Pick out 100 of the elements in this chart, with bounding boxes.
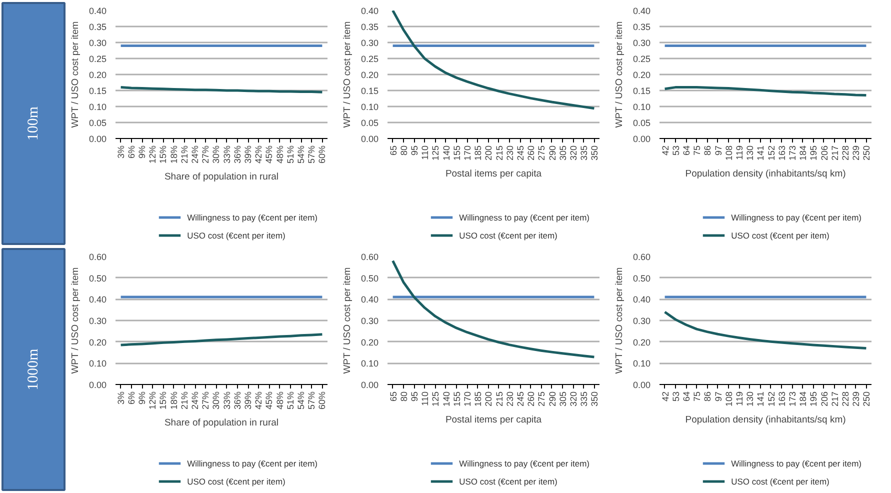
line-series bbox=[664, 310, 868, 350]
x-tick-label: 27% bbox=[200, 392, 211, 410]
x-tick-label: 53 bbox=[670, 391, 681, 402]
x-axis-title: Population density (inhabitants/sq km) bbox=[685, 414, 846, 426]
x-tick-label: 110 bbox=[420, 145, 430, 160]
y-tick-label: 0.25 bbox=[632, 54, 651, 64]
x-axis-title: Postal items per capita bbox=[445, 168, 542, 180]
y-tick-label: 0.20 bbox=[88, 70, 107, 80]
legend-label: USO cost (€cent per item) bbox=[187, 230, 286, 240]
x-tick-label: 152 bbox=[766, 391, 776, 407]
y-axis-title: WPT / USO cost per item bbox=[614, 267, 625, 374]
x-tick-label: 51% bbox=[285, 392, 296, 410]
x-tick-label: 36% bbox=[232, 392, 242, 410]
x-tick-label: 290 bbox=[547, 391, 558, 407]
x-tick-label: 206 bbox=[819, 391, 830, 407]
y-tick-label: 0.35 bbox=[88, 22, 107, 32]
text: 1000m bbox=[26, 348, 42, 390]
x-tick-label: 170 bbox=[462, 145, 472, 161]
x-tick-label: 65 bbox=[388, 391, 398, 402]
x-tick-label: 185 bbox=[473, 145, 484, 161]
x-tick-label: 155 bbox=[452, 145, 462, 161]
x-tick-label: 6% bbox=[126, 145, 136, 159]
x-tick-label: 125 bbox=[430, 391, 441, 407]
y-tick-label: 0.00 bbox=[632, 134, 651, 144]
line-series bbox=[392, 260, 596, 358]
x-tick-label: 215 bbox=[494, 145, 504, 161]
y-axis-title: WPT / USO cost per item bbox=[70, 267, 81, 374]
y-tick-label: 0.50 bbox=[88, 273, 107, 284]
x-tick-label: 290 bbox=[547, 145, 558, 161]
y-tick-label: 0.00 bbox=[88, 134, 107, 144]
y-tick-label: 0.30 bbox=[88, 38, 107, 48]
x-tick-label: 119 bbox=[734, 145, 744, 160]
x-tick-label: 195 bbox=[808, 391, 819, 407]
x-tick-label: 200 bbox=[484, 391, 494, 407]
x-tick-label: 195 bbox=[808, 145, 819, 161]
x-tick-label: 54% bbox=[296, 392, 306, 410]
y-tick-label: 0.40 bbox=[88, 294, 107, 305]
x-tick-label: 51% bbox=[285, 146, 296, 164]
y-tick-label: 0.40 bbox=[360, 294, 379, 305]
x-tick-label: 320 bbox=[568, 391, 578, 407]
line-series bbox=[120, 333, 324, 346]
y-tick-label: 0.10 bbox=[360, 358, 379, 369]
y-tick-label: 0.30 bbox=[632, 316, 651, 326]
y-tick-label: 0.35 bbox=[360, 22, 379, 32]
y-tick-label: 0.30 bbox=[360, 38, 379, 48]
x-tick-label: 230 bbox=[504, 145, 515, 161]
x-tick-label: 130 bbox=[745, 145, 756, 161]
line-series bbox=[392, 10, 596, 110]
x-tick-label: 64 bbox=[682, 391, 692, 402]
x-tick-label: 125 bbox=[430, 145, 441, 161]
x-tick-label: 30% bbox=[211, 146, 222, 164]
legend-label: Willingness to pay (€cent per item) bbox=[731, 458, 862, 468]
legend-label: Willingness to pay (€cent per item) bbox=[459, 458, 590, 468]
x-tick-label: 42 bbox=[660, 145, 670, 156]
x-tick-label: 185 bbox=[473, 391, 484, 407]
x-axis-title: Population density (inhabitants/sq km) bbox=[685, 168, 846, 180]
x-tick-label: 27% bbox=[200, 146, 211, 164]
text: 100m bbox=[26, 106, 42, 141]
x-tick-label: 228 bbox=[840, 145, 850, 161]
x-tick-label: 200 bbox=[484, 145, 494, 161]
x-tick-label: 141 bbox=[756, 391, 766, 407]
x-tick-label: 75 bbox=[692, 145, 702, 156]
x-tick-label: 335 bbox=[579, 391, 590, 407]
x-tick-label: 239 bbox=[851, 145, 862, 161]
y-tick-label: 0.00 bbox=[632, 380, 651, 390]
y-axis-title: WPT / USO cost per item bbox=[342, 21, 353, 128]
x-tick-label: 260 bbox=[526, 145, 536, 161]
y-tick-label: 0.10 bbox=[632, 102, 651, 112]
x-tick-label: 119 bbox=[734, 391, 744, 406]
line-series bbox=[664, 86, 868, 97]
x-tick-label: 33% bbox=[222, 392, 232, 410]
x-tick-label: 45% bbox=[264, 392, 274, 410]
y-tick-label: 0.30 bbox=[88, 316, 107, 326]
y-tick-label: 0.10 bbox=[360, 102, 379, 112]
x-tick-label: 39% bbox=[243, 146, 253, 164]
x-tick-label: 155 bbox=[452, 391, 462, 407]
x-tick-label: 184 bbox=[798, 145, 808, 161]
y-axis-title: WPT / USO cost per item bbox=[342, 267, 353, 374]
x-tick-label: 18% bbox=[168, 146, 179, 164]
x-tick-label: 60% bbox=[317, 146, 328, 164]
x-tick-label: 250 bbox=[862, 145, 872, 161]
y-tick-label: 0.05 bbox=[632, 118, 651, 128]
x-tick-label: 110 bbox=[420, 391, 430, 406]
x-tick-label: 64 bbox=[682, 145, 692, 156]
y-tick-label: 0.40 bbox=[360, 6, 379, 16]
x-tick-label: 108 bbox=[724, 145, 734, 161]
x-tick-label: 33% bbox=[222, 146, 232, 164]
x-tick-label: 75 bbox=[692, 391, 702, 402]
y-tick-label: 0.10 bbox=[88, 358, 107, 369]
x-tick-label: 275 bbox=[536, 391, 547, 407]
x-tick-label: 24% bbox=[190, 392, 200, 410]
y-tick-label: 0.05 bbox=[88, 118, 107, 128]
x-tick-label: 163 bbox=[776, 391, 787, 407]
x-tick-label: 95 bbox=[410, 391, 420, 402]
legend-label: Willingness to pay (€cent per item) bbox=[731, 212, 862, 222]
x-tick-label: 6% bbox=[126, 391, 136, 405]
legend-label: USO cost (€cent per item) bbox=[731, 230, 830, 240]
legend-label: USO cost (€cent per item) bbox=[187, 476, 286, 486]
y-tick-label: 0.10 bbox=[88, 102, 107, 112]
x-tick-label: 228 bbox=[840, 391, 850, 407]
